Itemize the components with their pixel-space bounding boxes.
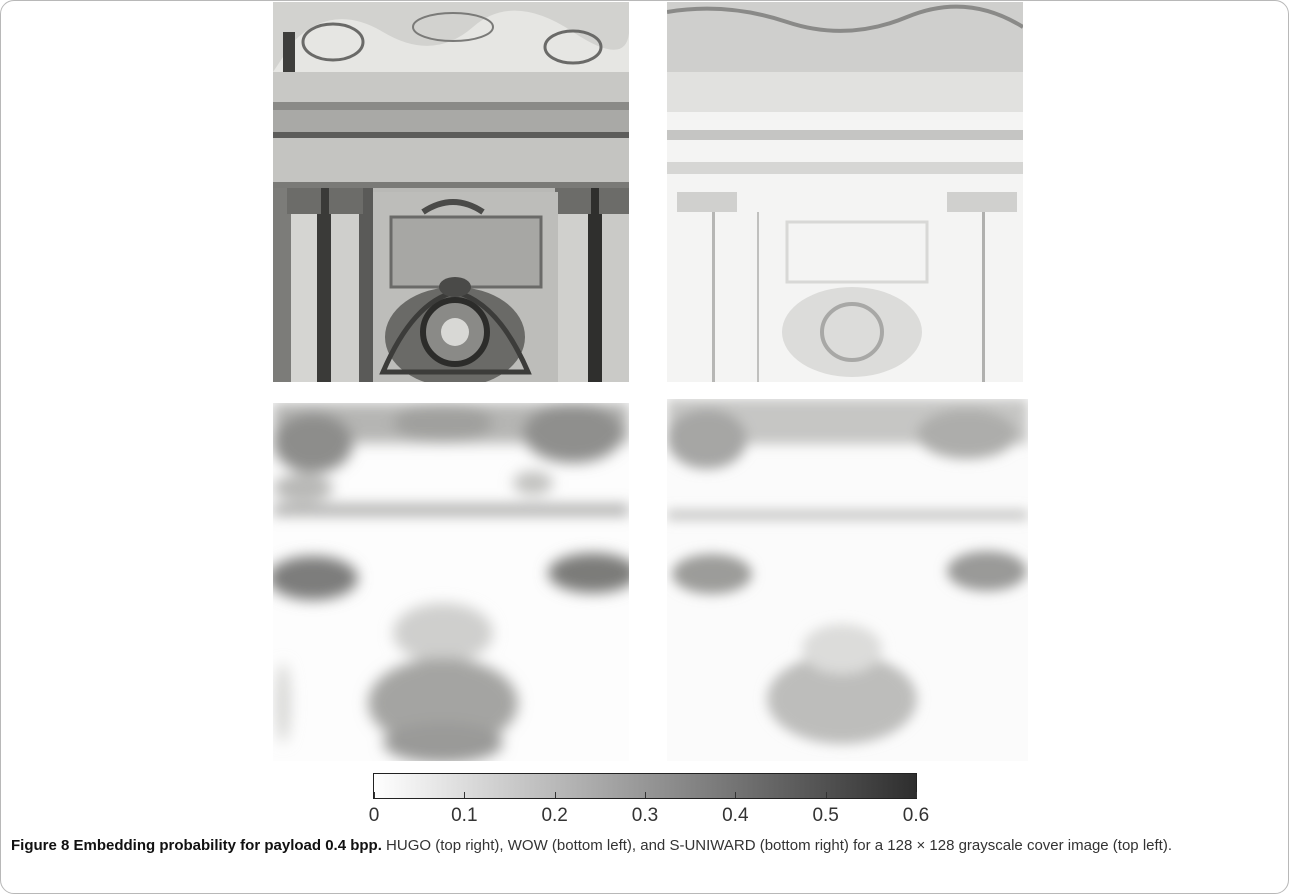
colorbar-tick bbox=[735, 792, 737, 798]
colorbar-tick bbox=[916, 792, 917, 798]
figure-caption: Figure 8 Embedding probability for paylo… bbox=[11, 835, 1281, 857]
colorbar-tick-label: 0.2 bbox=[541, 805, 568, 826]
caption-label: Figure 8 Embedding probability for paylo… bbox=[11, 837, 382, 854]
hugo-map bbox=[667, 2, 1023, 382]
colorbar-tick-label: 0.3 bbox=[631, 805, 659, 826]
colorbar-tick-label: 0.5 bbox=[812, 805, 839, 826]
caption-text: HUGO (top right), WOW (bottom left), and… bbox=[386, 837, 1172, 854]
colorbar-tick bbox=[645, 792, 646, 798]
colorbar-tick bbox=[554, 792, 556, 798]
colorbar-tick-label: 0.4 bbox=[722, 805, 749, 826]
wow-map bbox=[273, 403, 629, 761]
cover-image bbox=[273, 2, 629, 382]
colorbar-tick-label: 0.6 bbox=[902, 805, 930, 826]
colorbar-tick bbox=[374, 792, 375, 798]
colorbar-tick bbox=[464, 792, 466, 798]
colorbar-tick-label: 0.1 bbox=[451, 805, 478, 826]
colorbar-tick-label: 0 bbox=[368, 805, 380, 826]
s-uniward-map bbox=[667, 399, 1028, 761]
colorbar-tick bbox=[825, 792, 827, 798]
